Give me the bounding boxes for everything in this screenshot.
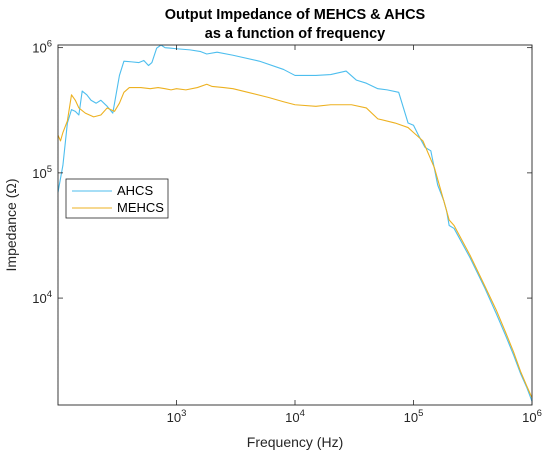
y-tick-base: 10 xyxy=(32,291,46,306)
x-tick-base: 10 xyxy=(522,410,536,425)
chart-subtitle: as a function of frequency xyxy=(205,26,385,42)
chart-title: Output Impedance of MEHCS & AHCS xyxy=(165,7,426,23)
x-tick-exponent: 6 xyxy=(537,408,542,419)
plot-area xyxy=(57,44,533,406)
series-line-mehcs xyxy=(58,83,532,398)
x-tick-exponent: 5 xyxy=(418,408,423,419)
x-tick-label: 105 xyxy=(404,408,424,425)
x-axis-label: Frequency (Hz) xyxy=(247,434,343,450)
x-tick-label: 104 xyxy=(285,408,305,425)
series-layer xyxy=(58,45,532,402)
y-tick-base: 10 xyxy=(32,41,46,56)
y-tick-label: 105 xyxy=(32,164,52,181)
x-tick-label: 106 xyxy=(522,408,542,425)
x-tick-label: 103 xyxy=(167,408,187,425)
legend-label-mehcs: MEHCS xyxy=(117,200,164,215)
legend-box xyxy=(65,178,169,219)
x-tick-base: 10 xyxy=(285,410,299,425)
legend: AHCS MEHCS xyxy=(65,178,169,219)
legend-label-ahcs: AHCS xyxy=(117,183,153,198)
y-tick-exponent: 4 xyxy=(47,289,52,300)
y-tick-exponent: 5 xyxy=(47,164,52,175)
y-tick-exponent: 6 xyxy=(47,39,52,50)
y-tick-label: 106 xyxy=(32,39,52,56)
x-tick-base: 10 xyxy=(167,410,181,425)
y-tick-label: 104 xyxy=(32,289,52,306)
x-tick-exponent: 3 xyxy=(181,408,186,419)
plot-background xyxy=(58,45,532,405)
x-tick-base: 10 xyxy=(404,410,418,425)
x-tick-exponent: 4 xyxy=(300,408,305,419)
y-tick-base: 10 xyxy=(32,166,46,181)
y-axis-label: Impedance (Ω) xyxy=(3,179,19,272)
